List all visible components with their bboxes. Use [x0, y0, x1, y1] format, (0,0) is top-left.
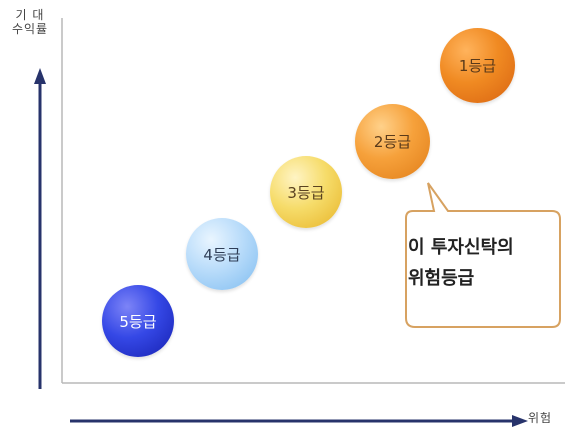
callout-bubble-shape: [405, 182, 561, 328]
grade-1-circle: 1등급: [440, 28, 515, 103]
grade-5-circle: 5등급: [102, 285, 174, 357]
grade-3-circle: 3등급: [270, 156, 342, 228]
y-axis-label: 기 대 수익률: [11, 8, 49, 36]
x-axis-arrowhead: [512, 415, 528, 427]
grade-2-circle: 2등급: [355, 104, 430, 179]
grade-4-circle: 4등급: [186, 218, 258, 290]
y-axis-arrowhead: [34, 68, 46, 84]
x-axis-label: 위험: [528, 411, 553, 425]
